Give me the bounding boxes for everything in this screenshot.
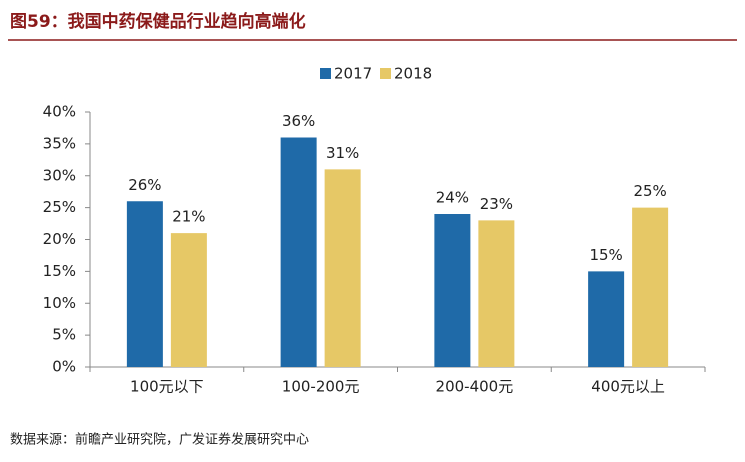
value-label: 31% [326, 144, 359, 162]
bar [478, 220, 515, 367]
legend-swatch [380, 68, 391, 79]
value-label: 15% [589, 246, 622, 264]
bar [280, 137, 317, 367]
value-label: 36% [282, 112, 315, 130]
x-tick-label: 400元以上 [591, 378, 665, 396]
y-tick-label: 15% [43, 262, 76, 280]
value-label: 21% [172, 208, 205, 226]
y-tick-label: 0% [52, 358, 76, 376]
chart-title: 图59：我国中药保健品行业趋向高端化 [10, 11, 306, 32]
bar [434, 214, 471, 367]
y-tick-label: 35% [43, 134, 76, 152]
legend-swatch [320, 68, 331, 79]
legend-label: 2017 [334, 65, 372, 83]
value-label: 25% [633, 182, 666, 200]
x-tick-label: 200-400元 [436, 378, 514, 396]
bar [126, 201, 163, 367]
source-note: 数据来源：前瞻产业研究院，广发证券发展研究中心 [10, 432, 309, 448]
value-label: 24% [436, 189, 469, 207]
legend-label: 2018 [394, 65, 432, 83]
y-tick-label: 5% [52, 326, 76, 344]
x-tick-label: 100-200元 [282, 378, 360, 396]
y-tick-label: 40% [43, 103, 76, 121]
bar [632, 207, 669, 367]
bar [170, 233, 207, 367]
y-tick-label: 30% [43, 166, 76, 184]
y-tick-label: 20% [43, 230, 76, 248]
value-label: 23% [480, 195, 513, 213]
x-tick-label: 100元以下 [130, 378, 204, 396]
y-tick-label: 25% [43, 198, 76, 216]
bar [588, 271, 625, 367]
bar [324, 169, 361, 367]
y-tick-label: 10% [43, 294, 76, 312]
value-label: 26% [128, 176, 161, 194]
